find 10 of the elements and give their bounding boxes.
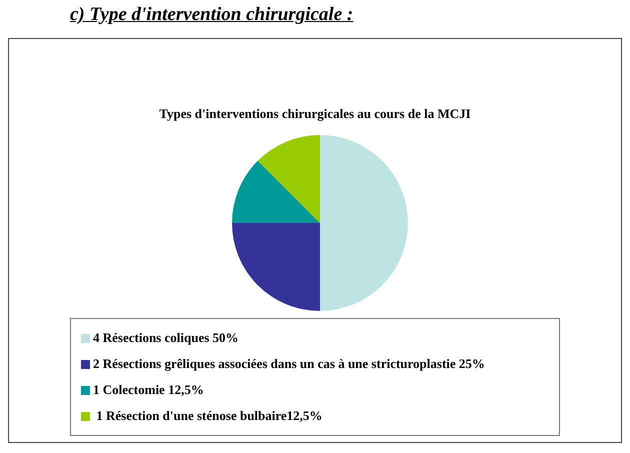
pie-slice [258,135,320,223]
text: c) Type d'intervention chirurgicale : [70,4,354,26]
chart-title: Types d'interventions chirurgicales au cours de la MCJI [158,106,472,122]
legend-label: 4 Résections coliques 50% [93,330,239,346]
legend-label: 1 Résection d'une sténose bulbaire12,5% [95,408,322,424]
legend-label: 1 Colectomie 12,5% [93,382,204,398]
pie-slice [320,135,408,311]
pie-slice [232,223,320,311]
legend-label: 2 Résections grêliques associées dans un cas à une stricturoplastie 25% [93,356,485,372]
pie-slice [232,160,320,223]
